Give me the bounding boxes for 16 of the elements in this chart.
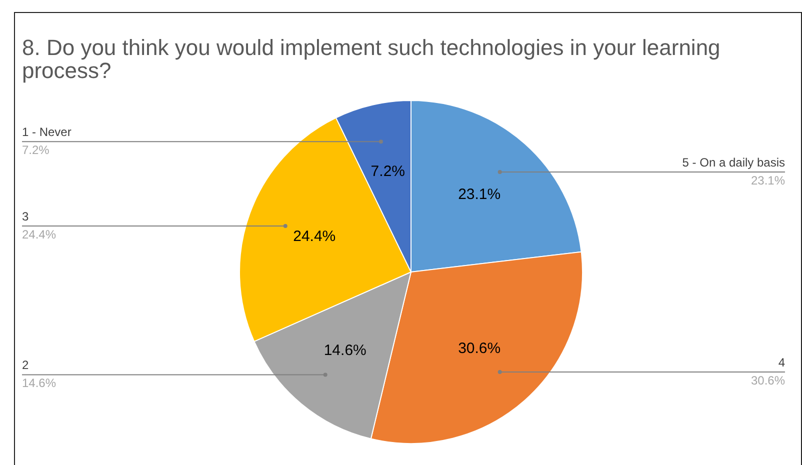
slice-label: 4 [778,355,786,370]
chart-title: 8. Do you think you would implement such technologies in your learning process? [22,35,722,83]
data-label: 7.2% [370,162,405,180]
data-label: 14.6% [324,342,366,360]
slice-label: 1 - Never [22,124,72,139]
data-label: 23.1% [458,186,501,204]
slice-label: 3 [22,209,29,224]
text: 14.6% [22,376,56,390]
text: 24.4% [22,227,56,242]
text: 23.1% [750,173,785,188]
slice-label: 2 [22,358,29,372]
slice-label: 5 - On a daily basis [682,155,785,170]
data-label: 24.4% [293,228,336,245]
text: 30.6% [750,373,785,388]
data-label: 30.6% [458,340,501,358]
text: 7.2% [22,142,50,157]
